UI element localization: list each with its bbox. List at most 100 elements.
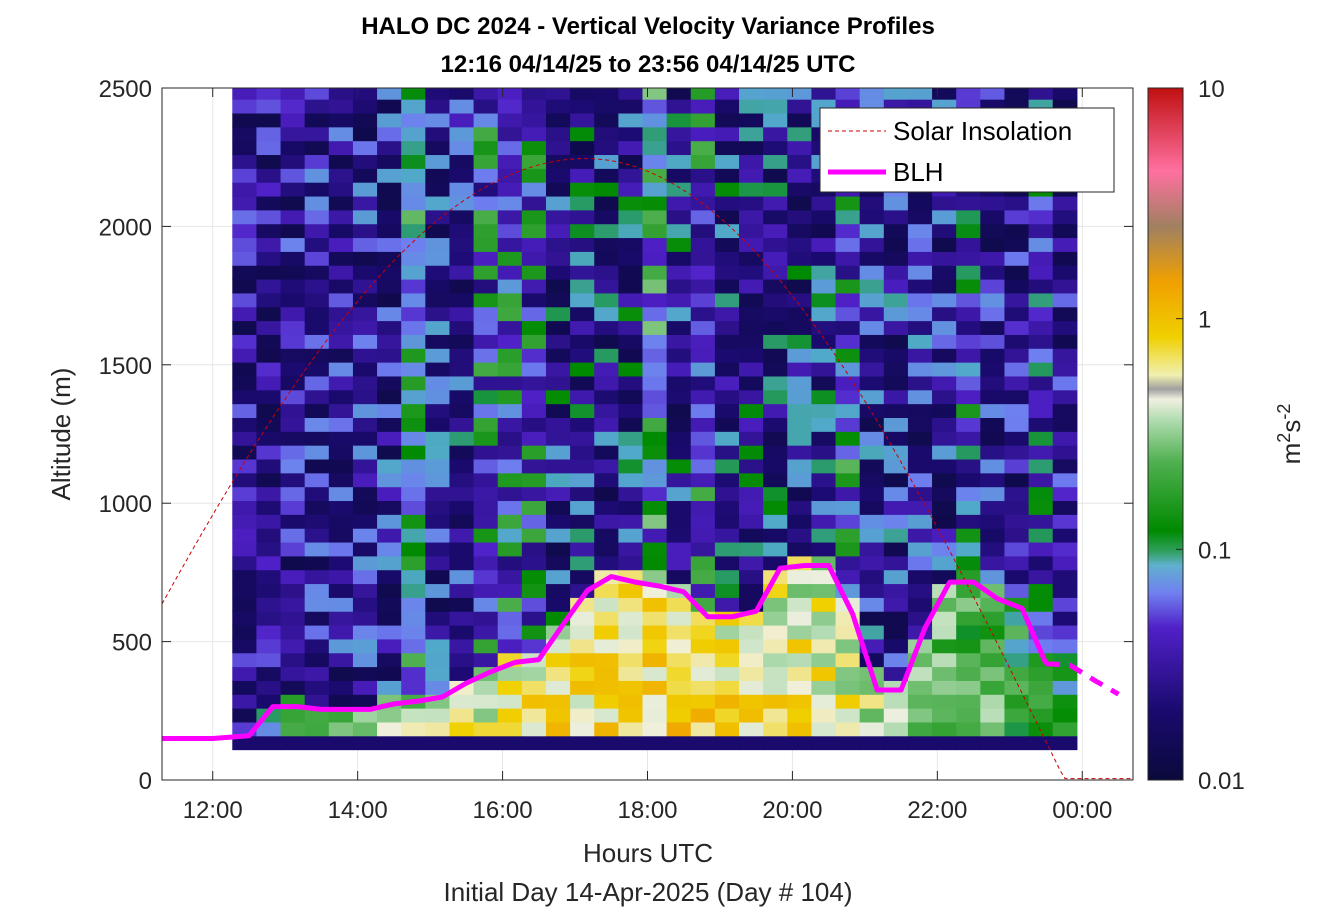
heatmap-cell xyxy=(690,528,716,543)
heatmap-cell xyxy=(570,666,595,681)
heatmap-cell xyxy=(401,126,426,142)
heatmap-cell xyxy=(1004,334,1030,349)
heatmap-cell xyxy=(449,306,475,322)
heatmap-cell xyxy=(401,265,426,280)
heatmap-cell xyxy=(883,708,909,723)
heatmap-cell xyxy=(835,403,861,418)
heatmap-cell xyxy=(714,126,740,142)
heatmap-cell xyxy=(811,265,837,280)
heatmap-cell xyxy=(425,375,451,391)
heatmap-cell xyxy=(1052,306,1078,322)
heatmap-cell xyxy=(521,251,547,266)
heatmap-cell xyxy=(980,195,1006,211)
heatmap-cell xyxy=(545,417,571,432)
heatmap-cell xyxy=(690,112,716,128)
heatmap-cell xyxy=(328,306,354,322)
heatmap-cell xyxy=(714,182,740,197)
heatmap-cell xyxy=(618,624,644,640)
heatmap-cell xyxy=(811,306,837,322)
heatmap-cell xyxy=(1052,472,1078,488)
heatmap-cell xyxy=(980,306,1006,322)
variance-heatmap xyxy=(232,88,1078,751)
heatmap-cell xyxy=(1004,500,1030,515)
heatmap-cell xyxy=(401,638,426,654)
heatmap-cell xyxy=(739,541,764,557)
heatmap-cell xyxy=(1028,265,1054,280)
heatmap-cell xyxy=(425,112,451,128)
heatmap-cell xyxy=(521,389,547,405)
heatmap-cell xyxy=(763,140,788,156)
heatmap-cell xyxy=(956,209,981,225)
heatmap-cell xyxy=(594,486,619,502)
heatmap-cell xyxy=(280,597,306,612)
heatmap-cell xyxy=(666,154,692,169)
heatmap-cell xyxy=(1052,251,1078,266)
heatmap-cell xyxy=(618,182,644,197)
heatmap-cell xyxy=(690,638,716,654)
heatmap-cell xyxy=(642,375,668,391)
heatmap-cell xyxy=(956,195,981,211)
heatmap-cell xyxy=(714,708,740,723)
heatmap-cell xyxy=(835,375,861,391)
heatmap-cell xyxy=(377,126,402,142)
heatmap-cell xyxy=(232,168,258,183)
heatmap-cell xyxy=(714,375,740,391)
heatmap-cell xyxy=(232,735,258,751)
heatmap-cell xyxy=(473,541,499,557)
heatmap-cell xyxy=(425,555,451,571)
heatmap-cell xyxy=(425,168,451,183)
heatmap-cell xyxy=(763,403,788,418)
y-tick-label: 0 xyxy=(139,768,152,795)
heatmap-cell xyxy=(859,541,885,557)
heatmap-cell xyxy=(256,154,282,169)
heatmap-cell xyxy=(1028,472,1054,488)
heatmap-cell xyxy=(377,154,402,169)
heatmap-cell xyxy=(714,694,740,709)
heatmap-cell xyxy=(859,431,885,446)
heatmap-cell xyxy=(1052,583,1078,598)
heatmap-cell xyxy=(280,265,306,280)
heatmap-cell xyxy=(835,652,861,668)
heatmap-cell xyxy=(328,666,354,681)
heatmap-cell xyxy=(280,292,306,308)
heatmap-cell xyxy=(642,666,668,681)
heatmap-cell xyxy=(545,666,571,681)
heatmap-cell xyxy=(714,251,740,266)
heatmap-cell xyxy=(883,666,909,681)
heatmap-cell xyxy=(232,237,258,252)
heatmap-cell xyxy=(328,569,354,585)
heatmap-cell xyxy=(883,472,909,488)
heatmap-cell xyxy=(304,182,330,197)
heatmap-cell xyxy=(449,292,475,308)
heatmap-cell xyxy=(980,541,1006,557)
heatmap-cell xyxy=(690,500,716,515)
heatmap-cell xyxy=(618,528,644,543)
heatmap-cell xyxy=(497,638,523,654)
heatmap-cell xyxy=(449,666,475,681)
heatmap-cell xyxy=(690,472,716,488)
heatmap-cell xyxy=(690,292,716,308)
heatmap-cell xyxy=(521,541,547,557)
heatmap-cell xyxy=(256,168,282,183)
heatmap-cell xyxy=(570,126,595,142)
heatmap-cell xyxy=(304,417,330,432)
heatmap-cell xyxy=(1004,389,1030,405)
heatmap-cell xyxy=(859,334,885,349)
heatmap-cell xyxy=(352,541,378,557)
heatmap-cell xyxy=(835,431,861,446)
heatmap-cell xyxy=(377,500,402,515)
heatmap-cell xyxy=(956,597,981,612)
heatmap-cell xyxy=(907,445,933,460)
heatmap-cell xyxy=(304,292,330,308)
heatmap-cell xyxy=(401,182,426,197)
heatmap-cell xyxy=(835,209,861,225)
heatmap-cell xyxy=(618,154,644,169)
heatmap-cell xyxy=(304,112,330,128)
heatmap-cell xyxy=(763,597,788,612)
heatmap-cell xyxy=(787,597,813,612)
heatmap-cell xyxy=(763,389,788,405)
heatmap-cell xyxy=(521,528,547,543)
heatmap-cell xyxy=(690,88,716,100)
heatmap-cell xyxy=(1052,735,1078,751)
